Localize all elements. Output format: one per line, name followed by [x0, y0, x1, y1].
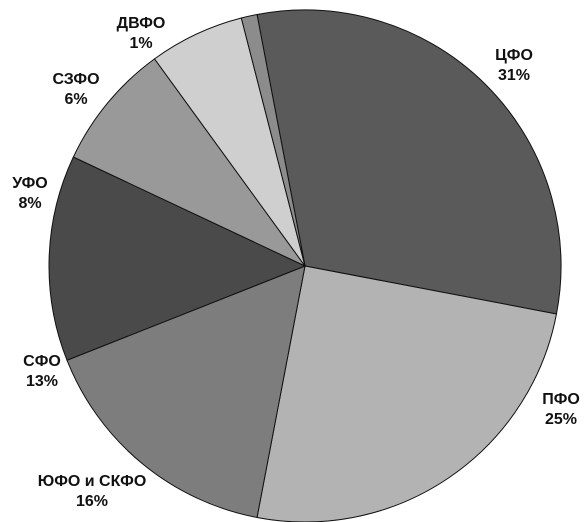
slice-label-6: СЗФО 6% [52, 71, 99, 108]
pie-slice-1 [256, 9, 562, 315]
pie-slice-3 [66, 265, 306, 519]
slice-percent-label: 16% [76, 493, 108, 510]
slice-percent-label: 8% [18, 195, 41, 212]
slice-label-5: УФО 8% [12, 175, 47, 212]
slice-percent-label: 1% [129, 35, 152, 52]
slice-category-label: ЮФО и СКФО [38, 473, 147, 490]
slice-category-label: СЗФО [52, 71, 99, 88]
slice-percent-label: 25% [545, 411, 577, 428]
slice-category-label: ЦФО [495, 47, 533, 64]
slice-category-label: СФО [23, 353, 61, 370]
slice-category-label: УФО [12, 175, 47, 192]
pie-slice-4 [48, 156, 307, 361]
slice-percent-label: 13% [26, 373, 58, 390]
slice-label-3: ЮФО и СКФО 16% [38, 473, 147, 510]
slice-category-label: ДВФО [117, 15, 166, 32]
pie-slice-7 [240, 13, 306, 267]
slice-label-7: ДВФО 1% [117, 15, 166, 52]
slice-label-1: ЦФО 31% [495, 47, 533, 84]
slice-category-label: ПФО [542, 391, 580, 408]
slice-percent-label: 31% [498, 67, 530, 84]
slice-label-4: СФО 13% [23, 353, 61, 390]
slice-percent-label: 6% [64, 91, 87, 108]
slice-label-2: ПФО 25% [542, 391, 580, 428]
pie-slice-5 [72, 58, 306, 267]
